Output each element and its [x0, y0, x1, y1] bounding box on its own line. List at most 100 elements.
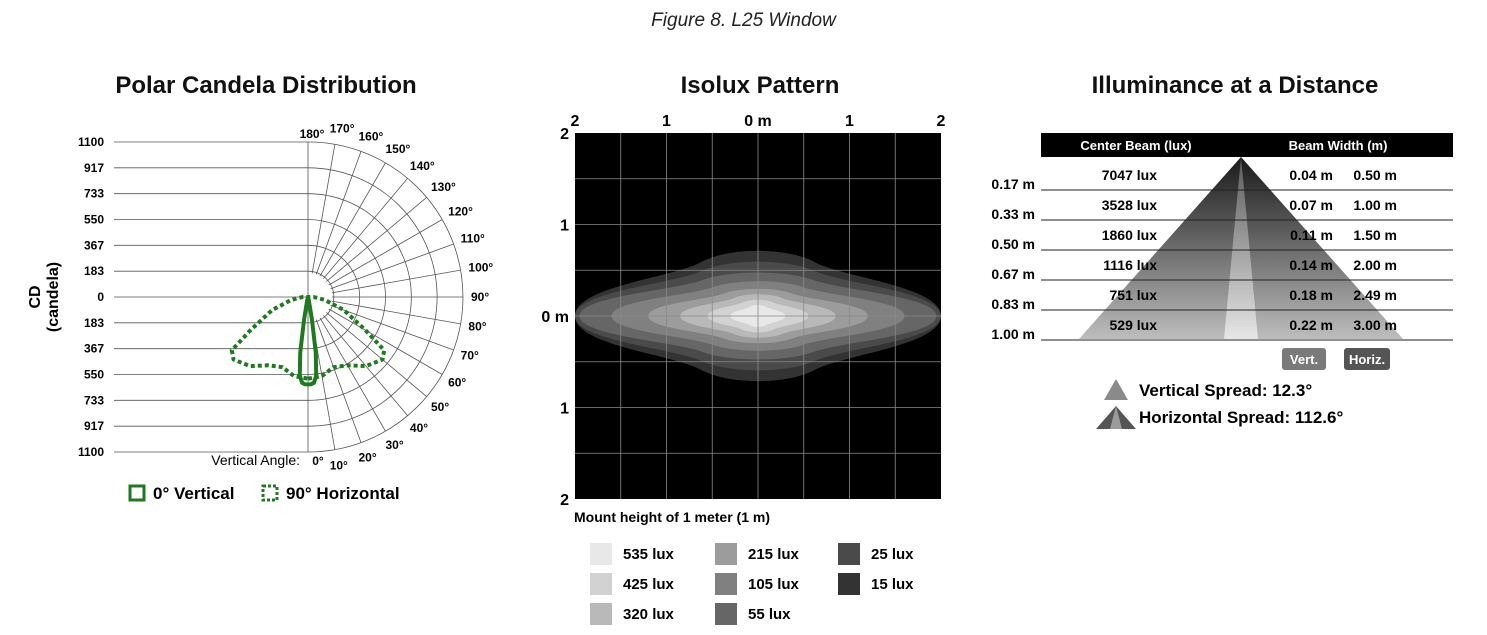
vertical-width-value: 0.07 m	[1289, 197, 1333, 213]
legend-swatch	[838, 573, 860, 595]
x-tick-label: 1	[662, 113, 671, 130]
polar-spoke	[328, 308, 443, 375]
radial-tick-label: 0	[97, 290, 104, 304]
legend-swatch	[128, 484, 146, 502]
polar-spoke	[326, 197, 427, 282]
center-beam-value: 751 lux	[1110, 287, 1158, 303]
legend-label: 105 lux	[748, 576, 800, 593]
vertical-width-value: 0.14 m	[1289, 257, 1333, 273]
vertical-width-value: 0.18 m	[1289, 287, 1333, 303]
legend-swatch	[590, 543, 612, 565]
angle-tick-label: 10°	[330, 458, 348, 472]
radial-tick-label: 917	[84, 419, 104, 433]
legend-swatch	[590, 573, 612, 595]
polar-spoke	[315, 151, 362, 275]
radial-tick-label: 733	[84, 393, 104, 407]
angle-tick-label: 160°	[358, 129, 383, 143]
polar-spoke	[323, 178, 408, 279]
angle-tick-label: 50°	[431, 400, 449, 414]
legend-label: 215 lux	[748, 546, 800, 563]
distance-label: 0.17 m	[991, 176, 1035, 192]
series-line-horizontal	[229, 295, 387, 381]
y-tick-label: 1	[560, 401, 569, 418]
angle-tick-label: 40°	[410, 421, 428, 435]
distance-label: 0.83 m	[991, 296, 1035, 312]
horizontal-spread-label: Horizontal Spread: 112.6°	[1139, 408, 1343, 427]
radial-tick-label: 550	[84, 368, 104, 382]
angle-axis-label: Vertical Angle:	[211, 452, 300, 468]
column-header: Beam Width (m)	[1289, 138, 1388, 153]
vertical-beam-triangle	[1224, 157, 1258, 339]
badge-label: Vert.	[1290, 352, 1318, 367]
distance-label: 0.33 m	[991, 206, 1035, 222]
horizontal-spread-icon-inner	[1110, 406, 1122, 429]
isolux-note: Mount height of 1 meter (1 m)	[574, 509, 770, 525]
horizontal-width-value: 3.00 m	[1353, 317, 1397, 333]
polar-spoke	[315, 319, 362, 443]
legend-label: 535 lux	[623, 546, 675, 563]
legend-label: 425 lux	[623, 576, 675, 593]
vertical-width-value: 0.04 m	[1289, 167, 1333, 183]
illuminance-title: Illuminance at a Distance	[1091, 72, 1379, 99]
angle-tick-label: 130°	[431, 180, 456, 194]
center-beam-value: 1116 lux	[1103, 257, 1157, 273]
center-beam-value: 7047 lux	[1102, 167, 1157, 183]
angle-tick-label: 100°	[468, 260, 493, 274]
radial-tick-label: 550	[84, 213, 104, 227]
legend-label: 25 lux	[871, 546, 914, 563]
badge	[1282, 348, 1326, 370]
polar-spoke	[330, 243, 454, 290]
angle-tick-label: 110°	[461, 232, 485, 246]
radial-tick-label: 733	[84, 187, 104, 201]
y-tick-label: 1	[560, 218, 569, 235]
horizontal-width-value: 1.00 m	[1353, 197, 1397, 213]
radial-tick-label: 917	[84, 161, 104, 175]
x-tick-label: 2	[937, 113, 946, 130]
polar-spoke	[331, 300, 461, 325]
radial-tick-label: 1100	[78, 445, 104, 459]
radial-tick-label: 367	[84, 238, 104, 252]
vertical-width-value: 0.11 m	[1290, 227, 1333, 243]
legend-label: 15 lux	[871, 576, 914, 593]
polar-spoke	[319, 317, 386, 432]
polar-spoke	[326, 312, 427, 397]
legend-swatch	[715, 573, 737, 595]
horizontal-width-value: 2.49 m	[1353, 287, 1397, 303]
angle-tick-label: 70°	[461, 348, 479, 362]
polar-spoke	[331, 269, 461, 294]
center-beam-value: 3528 lux	[1102, 197, 1157, 213]
badge	[1344, 348, 1390, 370]
legend-label: 90° Horizontal	[286, 484, 400, 503]
angle-tick-label: 20°	[358, 451, 376, 465]
angle-tick-label: 80°	[468, 320, 486, 334]
isolux-title: Isolux Pattern	[680, 72, 840, 99]
angle-tick-label: 170°	[330, 122, 355, 136]
legend-swatch	[590, 603, 612, 625]
legend-label: 320 lux	[623, 606, 675, 623]
center-beam-value: 529 lux	[1110, 317, 1158, 333]
legend-swatch	[715, 603, 737, 625]
radial-tick-label: 183	[84, 316, 104, 330]
angle-tick-label: 150°	[386, 142, 411, 156]
angle-tick-label: 120°	[448, 205, 473, 219]
angle-tick-label: 60°	[448, 376, 466, 390]
horizontal-width-value: 2.00 m	[1353, 257, 1397, 273]
legend-swatch	[715, 543, 737, 565]
x-tick-label: 0 m	[744, 113, 772, 130]
y-axis-label: (candela)	[45, 262, 62, 332]
polar-spoke	[319, 162, 386, 277]
radial-tick-label: 1100	[78, 135, 104, 149]
polar-spoke	[323, 315, 408, 416]
y-tick-label: 0 m	[541, 309, 569, 326]
vertical-spread-label: Vertical Spread: 12.3°	[1139, 381, 1312, 400]
badge-label: Horiz.	[1349, 352, 1385, 367]
polar-spoke	[311, 144, 336, 274]
figure-caption: Figure 8. L25 Window	[651, 10, 836, 31]
vertical-spread-icon	[1104, 379, 1128, 400]
x-tick-label: 1	[845, 113, 854, 130]
y-axis-label: CD	[27, 285, 44, 308]
legend-swatch	[261, 484, 279, 502]
